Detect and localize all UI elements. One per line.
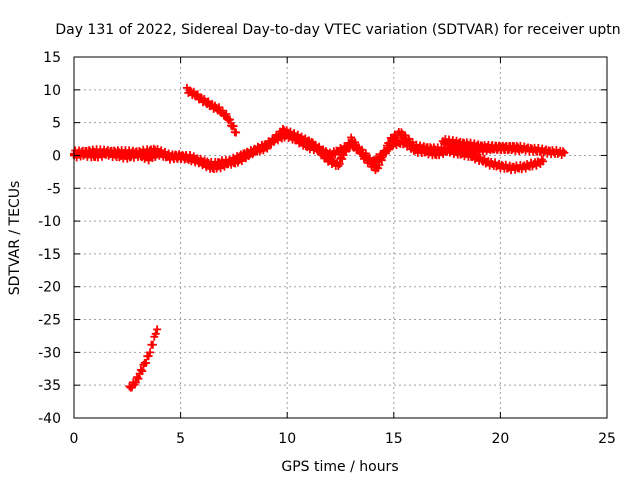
data-point xyxy=(238,153,247,162)
data-point xyxy=(157,146,166,155)
data-point xyxy=(148,340,157,349)
y-tick-label: 10 xyxy=(43,83,61,99)
data-point xyxy=(380,146,389,155)
y-tick-label: -5 xyxy=(47,181,61,197)
data-point xyxy=(232,128,241,137)
data-point xyxy=(226,158,235,167)
y-tick-label: -25 xyxy=(38,313,61,329)
data-point xyxy=(146,348,155,357)
x-tick-label: 5 xyxy=(176,431,185,447)
data-point xyxy=(354,143,363,152)
y-tick-label: -15 xyxy=(38,247,61,263)
y-axis-title: SDTVAR / TECUs xyxy=(7,181,23,296)
ticks: -40 -35 -30 -25 -20 -15 -10 -5 0 5 10 15 0 5 10 15 20 25 xyxy=(38,50,616,447)
data-point xyxy=(381,147,390,156)
data-point xyxy=(263,144,272,153)
series-lower-segment xyxy=(125,325,162,392)
y-tick-label: -40 xyxy=(38,411,61,427)
series-upper-right-segment xyxy=(438,135,526,156)
data-point xyxy=(342,147,351,156)
x-axis-title: GPS time / hours xyxy=(281,459,398,475)
data-point xyxy=(278,125,287,134)
data-point xyxy=(315,144,324,153)
data-point xyxy=(136,365,145,374)
data-point xyxy=(560,148,569,157)
data-point xyxy=(335,159,344,168)
x-tick-label: 20 xyxy=(491,431,509,447)
data-point xyxy=(559,147,568,156)
y-tick-label: -35 xyxy=(38,378,61,394)
y-tick-label: 15 xyxy=(43,50,61,66)
data-point xyxy=(185,86,194,95)
data-point xyxy=(539,157,548,166)
plot-frame xyxy=(73,56,608,419)
data-point xyxy=(338,154,347,163)
data-point xyxy=(222,109,231,118)
data-point xyxy=(134,374,143,383)
x-tick-label: 0 xyxy=(70,431,79,447)
data-point xyxy=(319,148,328,157)
y-tick-label: -20 xyxy=(38,280,61,296)
chart-title: Day 131 of 2022, Sidereal Day-to-day VTE… xyxy=(55,22,620,38)
data-point xyxy=(225,115,234,124)
data-point xyxy=(358,148,367,157)
data-point xyxy=(517,144,526,153)
data-point xyxy=(138,367,147,376)
data-point xyxy=(375,160,384,169)
data-point xyxy=(144,351,153,360)
data-point xyxy=(290,129,299,138)
data-point xyxy=(142,359,151,368)
x-tick-label: 10 xyxy=(278,431,296,447)
y-tick-label: 5 xyxy=(52,116,61,132)
x-tick-label: 15 xyxy=(385,431,403,447)
data-point xyxy=(377,156,386,165)
data-point xyxy=(229,122,238,131)
series-upper-segment xyxy=(182,83,241,137)
data-point xyxy=(516,143,525,152)
y-tick-label: 0 xyxy=(52,148,61,164)
y-tick-label: -30 xyxy=(38,345,61,361)
data-point xyxy=(350,138,359,147)
data-point xyxy=(151,329,160,338)
x-tick-label: 25 xyxy=(598,431,616,447)
data-series-layer xyxy=(70,83,569,392)
data-point xyxy=(153,325,162,334)
y-tick-label: -10 xyxy=(38,214,61,230)
